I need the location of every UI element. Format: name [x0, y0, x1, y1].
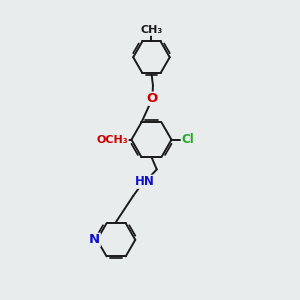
- Text: CH₃: CH₃: [140, 25, 163, 35]
- Text: N: N: [89, 233, 100, 246]
- Text: HN: HN: [134, 175, 154, 188]
- Text: OCH₃: OCH₃: [97, 135, 128, 145]
- Text: O: O: [147, 92, 158, 105]
- Text: Cl: Cl: [181, 133, 194, 146]
